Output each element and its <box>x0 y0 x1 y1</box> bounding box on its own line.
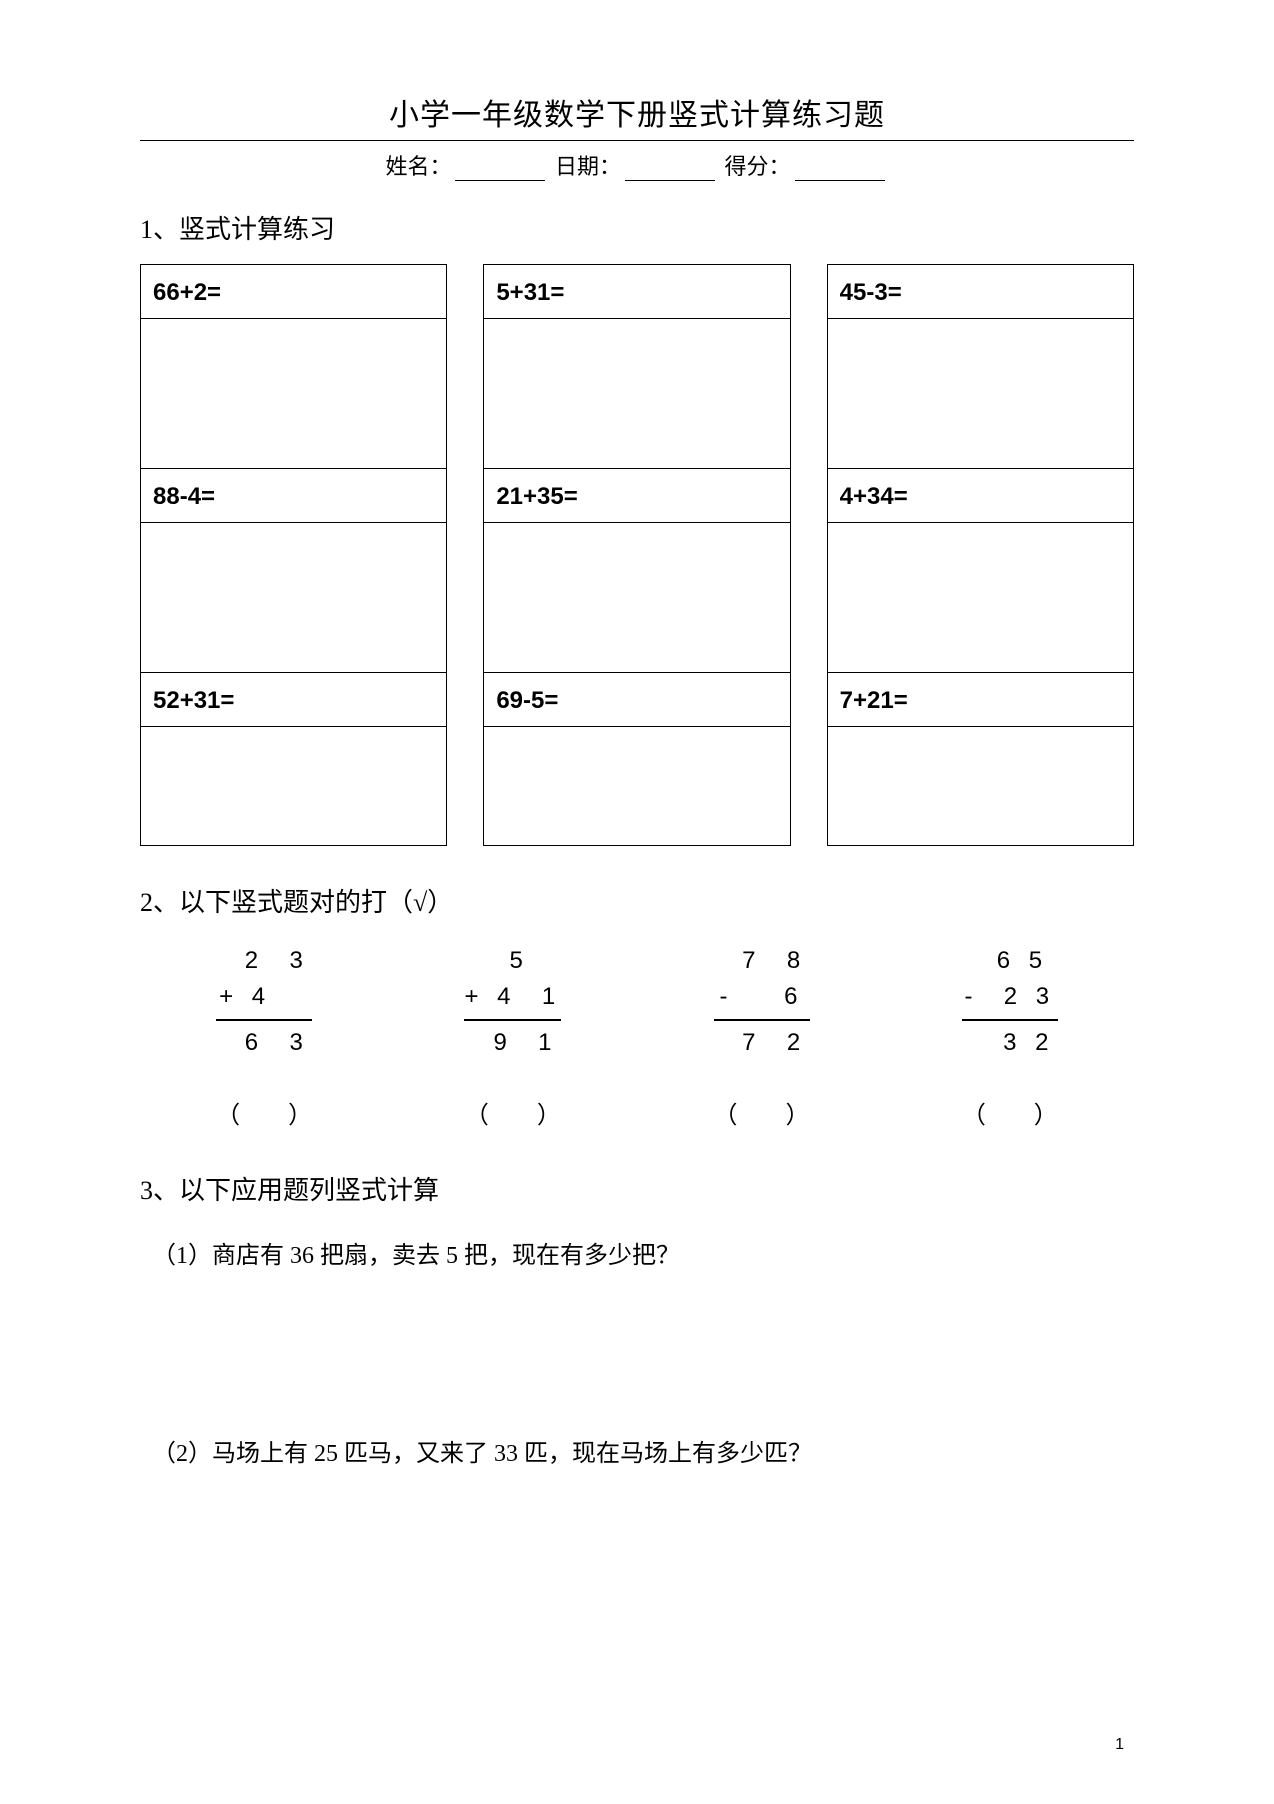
vp-paren: （ ） <box>962 1095 1058 1130</box>
problem-cell: 4+34= <box>827 468 1134 522</box>
name-blank <box>455 161 545 181</box>
vertical-problem-1: 2 3 + 4 6 3 （ ） <box>216 943 312 1130</box>
page-title: 小学一年级数学下册竖式计算练习题 <box>140 90 1134 134</box>
vp-op: + 4 1 <box>464 979 561 1015</box>
vp-line1: 7 8 <box>714 943 810 979</box>
score-label: 得分： <box>725 154 791 179</box>
grid-col-1: 66+2= 88-4= 52+31= <box>140 264 447 846</box>
vp-paren: （ ） <box>464 1095 561 1130</box>
problem-cell: 52+31= <box>140 672 447 726</box>
problem-cell: 88-4= <box>140 468 447 522</box>
work-cell <box>483 726 790 846</box>
work-cell <box>827 726 1134 846</box>
vp-paren: （ ） <box>714 1095 810 1130</box>
grid-col-3: 45-3= 4+34= 7+21= <box>827 264 1134 846</box>
info-row: 姓名： 日期： 得分： <box>140 149 1134 181</box>
page-number: 1 <box>1115 1736 1124 1754</box>
vp-rule <box>464 1019 561 1021</box>
vp-result: 9 1 <box>464 1025 561 1061</box>
section3-heading: 3、以下应用题列竖式计算 <box>140 1170 1134 1207</box>
vertical-problem-4: 6 5 - 2 3 3 2 （ ） <box>962 943 1058 1130</box>
vp-paren: （ ） <box>216 1095 312 1130</box>
vp-rule <box>962 1019 1058 1021</box>
vp-rule <box>714 1019 810 1021</box>
vp-result: 6 3 <box>216 1025 312 1061</box>
problem-cell: 66+2= <box>140 264 447 318</box>
vertical-problem-3: 7 8 - 6 7 2 （ ） <box>714 943 810 1130</box>
vp-line1: 2 3 <box>216 943 312 979</box>
grid-col-2: 5+31= 21+35= 69-5= <box>483 264 790 846</box>
section1-heading: 1、竖式计算练习 <box>140 209 1134 246</box>
work-cell <box>140 726 447 846</box>
work-cell <box>140 318 447 468</box>
problem-cell: 7+21= <box>827 672 1134 726</box>
score-blank <box>795 161 885 181</box>
date-blank <box>625 161 715 181</box>
vp-line1: 6 5 <box>962 943 1058 979</box>
vp-op: - 6 <box>714 979 810 1015</box>
vp-line1: 5 <box>464 943 561 979</box>
problem-cell: 21+35= <box>483 468 790 522</box>
problem-cell: 5+31= <box>483 264 790 318</box>
word-problem-1: （1）商店有 36 把扇，卖去 5 把，现在有多少把？ <box>140 1237 1134 1275</box>
problem-cell: 45-3= <box>827 264 1134 318</box>
word-problem-2: （2）马场上有 25 匹马，又来了 33 匹，现在马场上有多少匹？ <box>140 1435 1134 1473</box>
vp-result: 3 2 <box>962 1025 1058 1061</box>
vp-rule <box>216 1019 312 1021</box>
vp-op: + 4 <box>216 979 312 1015</box>
work-cell <box>827 318 1134 468</box>
vertical-problem-2: 5 + 4 1 9 1 （ ） <box>464 943 561 1130</box>
work-cell <box>483 318 790 468</box>
date-label: 日期： <box>555 154 621 179</box>
work-cell <box>140 522 447 672</box>
section2-heading: 2、以下竖式题对的打（√） <box>140 882 1134 919</box>
title-underline <box>140 140 1134 141</box>
work-cell <box>483 522 790 672</box>
vertical-problems-row: 2 3 + 4 6 3 （ ） 5 + 4 1 9 1 （ ） 7 8 - 6 … <box>140 943 1134 1130</box>
problem-cell: 69-5= <box>483 672 790 726</box>
vp-result: 7 2 <box>714 1025 810 1061</box>
name-label: 姓名： <box>385 154 451 179</box>
problem-grid: 66+2= 88-4= 52+31= 5+31= 21+35= 69-5= 45… <box>140 264 1134 846</box>
work-cell <box>827 522 1134 672</box>
vp-op: - 2 3 <box>962 979 1058 1015</box>
